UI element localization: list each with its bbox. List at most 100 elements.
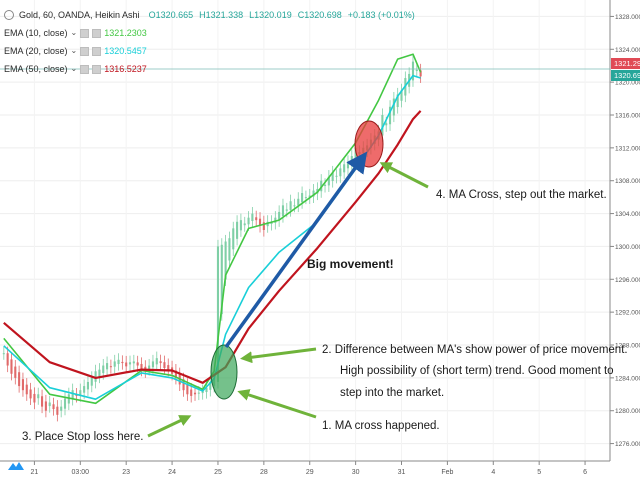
candle-body bbox=[236, 221, 239, 239]
annotation-2-line2: High possibility of (short term) trend. … bbox=[340, 365, 614, 377]
candle-body bbox=[243, 223, 246, 226]
x-tick-label: 6 bbox=[583, 469, 587, 476]
candle-body bbox=[400, 90, 403, 101]
y-tick-label: 1320.000 bbox=[615, 80, 640, 87]
candle-body bbox=[258, 218, 262, 226]
candle-body bbox=[224, 241, 227, 280]
candle-body bbox=[323, 184, 327, 186]
annotation-arrow-2 bbox=[240, 347, 317, 364]
candle-body bbox=[79, 390, 82, 396]
annotation-2-line3: step into the market. bbox=[340, 387, 444, 399]
candle-body bbox=[41, 396, 44, 407]
candle-body bbox=[33, 393, 36, 403]
symbol-icon bbox=[4, 10, 14, 20]
candle-body bbox=[52, 404, 55, 410]
candle-body bbox=[301, 193, 304, 203]
eye-icon[interactable] bbox=[80, 46, 90, 56]
y-tick-label: 1284.000 bbox=[615, 375, 640, 382]
candle-body bbox=[56, 406, 59, 415]
candle-body bbox=[63, 398, 67, 409]
candle-body bbox=[193, 392, 197, 395]
candle-body bbox=[289, 201, 292, 211]
candle-body bbox=[163, 362, 166, 368]
candle-body bbox=[125, 362, 128, 367]
ohlc-open: O1320.665 bbox=[148, 10, 194, 20]
candle-body bbox=[117, 359, 120, 365]
close-icon[interactable] bbox=[92, 64, 102, 74]
candle-body bbox=[247, 217, 250, 225]
candle-body bbox=[48, 402, 51, 407]
candle-body bbox=[6, 353, 9, 366]
y-tick-label: 1328.000 bbox=[615, 14, 640, 21]
candle-body bbox=[94, 371, 97, 382]
candle-body bbox=[396, 94, 399, 108]
x-tick-label: 5 bbox=[537, 469, 541, 476]
indicator-label[interactable]: EMA (10, close) bbox=[4, 28, 68, 38]
close-icon[interactable] bbox=[92, 46, 102, 56]
tradingview-logo-icon[interactable] bbox=[7, 459, 25, 473]
x-tick-label: 23 bbox=[122, 469, 130, 476]
candle-body bbox=[327, 176, 330, 186]
eye-icon[interactable] bbox=[80, 64, 90, 74]
ma-cross-entry-circle bbox=[210, 344, 238, 400]
candle-body bbox=[44, 401, 47, 411]
y-tick-label: 1288.000 bbox=[615, 343, 640, 350]
annotation-big-movement: Big movement! bbox=[307, 257, 394, 271]
symbol-header: Gold, 60, OANDA, Heikin Ashi O1320.665 H… bbox=[4, 6, 415, 24]
x-tick-label: 30 bbox=[352, 469, 360, 476]
x-tick-label: 29 bbox=[306, 469, 314, 476]
price-tag-ema: 1321.293 bbox=[611, 58, 640, 69]
y-tick-label: 1308.000 bbox=[615, 178, 640, 185]
candle-body bbox=[102, 365, 105, 374]
candle-body bbox=[18, 372, 21, 387]
chevron-down-icon[interactable]: ⌄ bbox=[70, 46, 78, 55]
candle-body bbox=[304, 197, 307, 199]
ohlc-high: H1321.338 bbox=[199, 10, 244, 20]
eye-icon[interactable] bbox=[80, 28, 90, 38]
candle-body bbox=[136, 362, 139, 366]
indicator-label[interactable]: EMA (50, close) bbox=[4, 64, 68, 74]
ema-line-50 bbox=[3, 110, 422, 384]
ohlc-change: +0.183 (+0.01%) bbox=[347, 10, 415, 20]
big-movement-arrow bbox=[224, 151, 368, 349]
y-tick-label: 1292.000 bbox=[615, 310, 640, 317]
candle-body bbox=[274, 217, 277, 223]
price-tag-last-text: 1320.698 bbox=[614, 71, 640, 80]
candle-body bbox=[174, 370, 177, 378]
indicator-row-ema50[interactable]: EMA (50, close) ⌄ 1316.5237 bbox=[4, 60, 415, 78]
indicator-value: 1321.2303 bbox=[104, 28, 147, 38]
close-icon[interactable] bbox=[92, 28, 102, 38]
candle-body bbox=[205, 387, 208, 393]
candle-body bbox=[232, 228, 235, 250]
candle-body bbox=[415, 69, 418, 71]
annotation-arrow-1 bbox=[237, 389, 317, 419]
candle-body bbox=[209, 381, 212, 390]
candle-body bbox=[281, 205, 285, 217]
indicator-row-ema20[interactable]: EMA (20, close) ⌄ 1320.5457 bbox=[4, 42, 415, 60]
chevron-down-icon[interactable]: ⌄ bbox=[70, 64, 78, 73]
ema-line-20 bbox=[3, 74, 421, 401]
chart-grid bbox=[0, 0, 610, 460]
x-tick-label: 4 bbox=[491, 469, 495, 476]
candle-body bbox=[167, 365, 170, 370]
symbol-label[interactable]: Gold, 60, OANDA, Heikin Ashi bbox=[19, 10, 140, 20]
candle-body bbox=[297, 198, 300, 206]
candle-body bbox=[25, 384, 28, 395]
candle-body bbox=[346, 161, 350, 169]
candle-body bbox=[381, 115, 384, 136]
candle-body bbox=[10, 359, 13, 374]
x-tick-label: 03:00 bbox=[72, 469, 90, 476]
x-tick-label: 28 bbox=[260, 469, 268, 476]
price-tag-ema-text: 1321.293 bbox=[614, 59, 640, 68]
candle-body bbox=[278, 211, 281, 221]
chevron-down-icon[interactable]: ⌄ bbox=[70, 28, 78, 37]
candle-body bbox=[216, 246, 220, 382]
candle-body bbox=[285, 209, 288, 211]
candle-body bbox=[320, 180, 323, 192]
candle-body bbox=[140, 363, 143, 370]
candle-body bbox=[60, 406, 63, 411]
indicator-label[interactable]: EMA (20, close) bbox=[4, 46, 68, 56]
indicator-row-ema10[interactable]: EMA (10, close) ⌄ 1321.2303 bbox=[4, 24, 415, 42]
candle-body bbox=[419, 70, 422, 77]
